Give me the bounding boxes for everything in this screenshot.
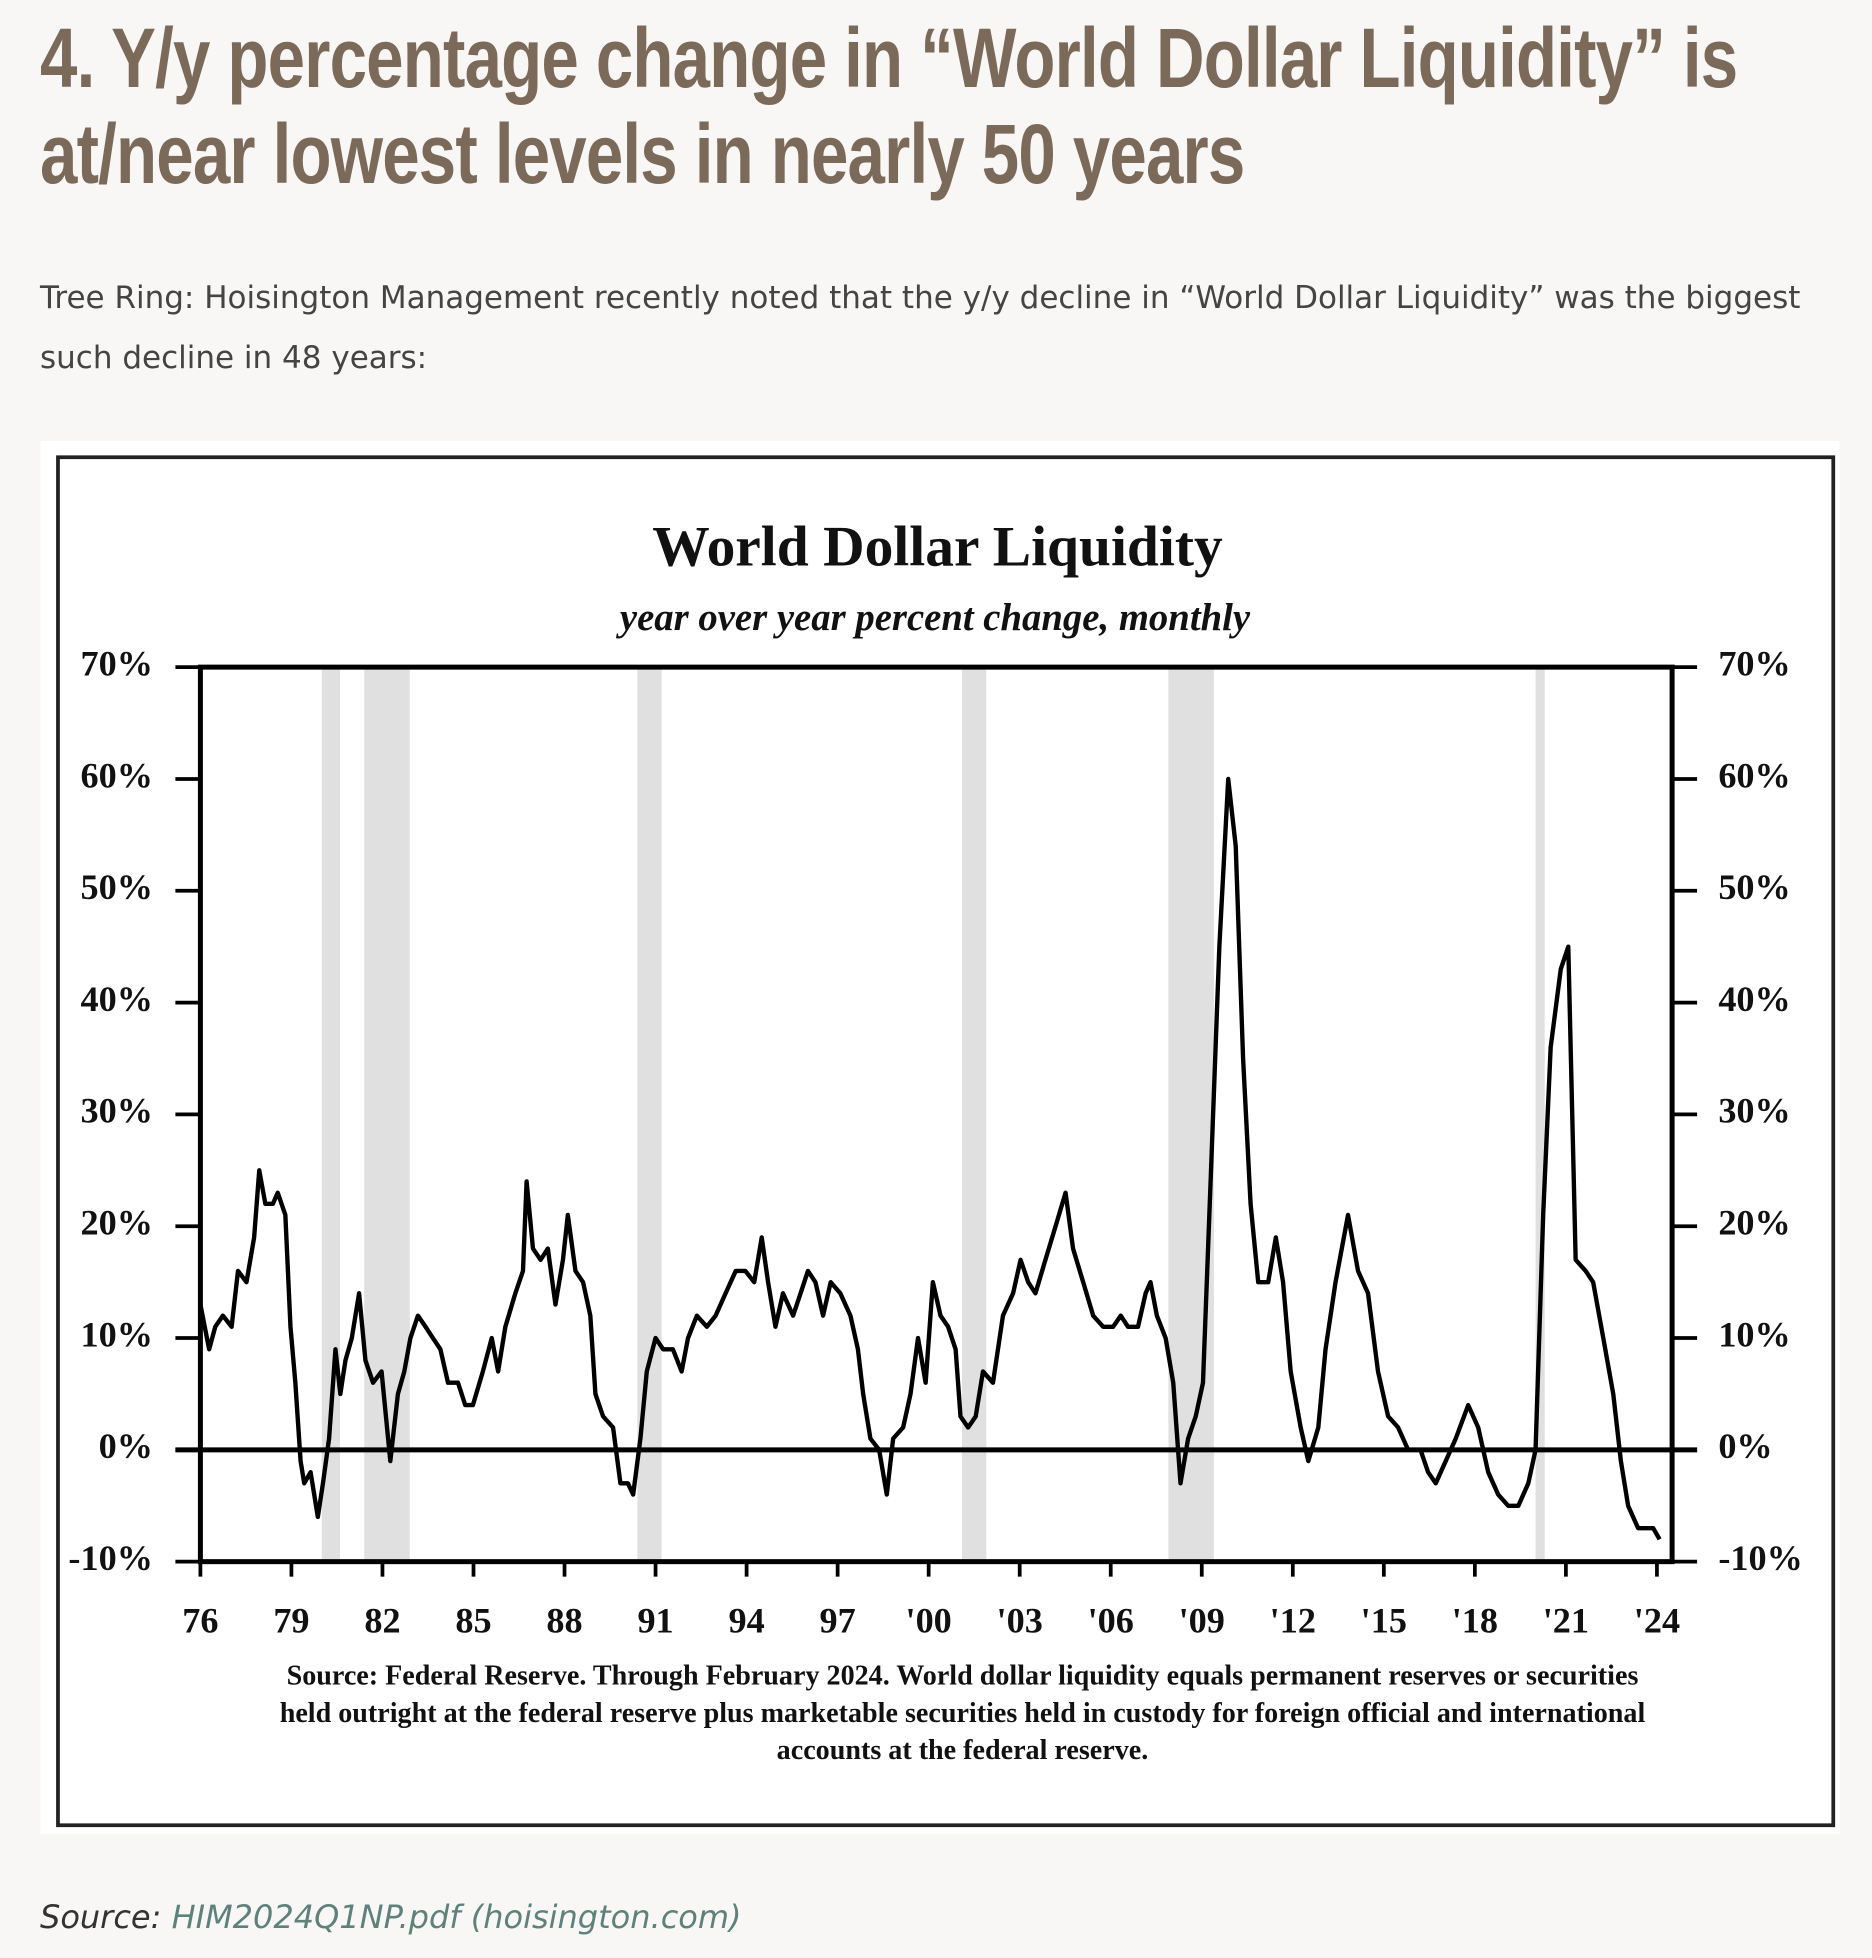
y-tick-label: 30%	[80, 1091, 152, 1131]
x-tick-label: 76	[182, 1600, 218, 1640]
y-tick-label: 10%	[80, 1314, 152, 1354]
heading-wrap: 4. Y/y percentage change in “World Dolla…	[40, 10, 1872, 220]
y-tick-label: 70%	[80, 643, 152, 683]
y-tick-label: 0%	[99, 1426, 153, 1466]
y2-tick-label: 0%	[1718, 1426, 1772, 1466]
x-tick-label: '15	[1361, 1600, 1407, 1640]
x-tick-label: 79	[273, 1600, 309, 1640]
chart-frame	[56, 455, 1836, 1828]
y-tick-label: 40%	[80, 979, 152, 1019]
x-tick-label: '12	[1270, 1600, 1316, 1640]
x-tick-label: 97	[820, 1600, 856, 1640]
x-tick-label: 85	[455, 1600, 491, 1640]
intro-text: Tree Ring: Hoisington Management recentl…	[40, 280, 1801, 376]
y-tick-label: -10%	[68, 1538, 152, 1578]
chart-note: held outright at the federal reserve plu…	[280, 1698, 1646, 1729]
plot-frame	[197, 664, 1675, 1565]
x-tick-label: 94	[728, 1600, 764, 1640]
x-tick-label: '06	[1088, 1600, 1134, 1640]
chart-title: World Dollar Liquidity	[652, 515, 1223, 578]
y2-tick-label: 50%	[1718, 867, 1790, 907]
y2-tick-label: 30%	[1718, 1091, 1790, 1131]
source-link[interactable]: HIM2024Q1NP.pdf (hoisington.com)	[171, 1898, 742, 1936]
y-tick-label: 60%	[80, 755, 152, 795]
chart-note: accounts at the federal reserve.	[777, 1735, 1149, 1766]
y2-tick-label: 20%	[1718, 1203, 1790, 1243]
y2-tick-label: -10%	[1718, 1538, 1803, 1578]
x-tick-label: '09	[1179, 1600, 1225, 1640]
y-tick-label: 50%	[80, 867, 152, 907]
plot: -10% 0% 10% 20% 30% 40% 50% 60% 70% -10% 0% 10% 20% 3…	[68, 643, 1802, 1766]
source-label: Source:	[40, 1898, 162, 1936]
y-tick-label: 20%	[80, 1203, 152, 1243]
article-heading: 4. Y/y percentage change in “World Dolla…	[40, 11, 1738, 201]
y2-tick-label: 10%	[1718, 1314, 1790, 1354]
x-tick-label: 82	[364, 1600, 400, 1640]
data-line	[198, 776, 1662, 1541]
y2-tick-label: 40%	[1718, 979, 1790, 1019]
y2-tick-label: 70%	[1718, 643, 1790, 683]
recession-band	[321, 667, 340, 1562]
x-tick-label: '03	[997, 1600, 1043, 1640]
recession-band	[1535, 667, 1545, 1562]
source-line: Source: HIM2024Q1NP.pdf (hoisington.com)	[40, 1898, 742, 1936]
x-tick-label: 91	[637, 1600, 673, 1640]
chart-note: Source: Federal Reserve. Through Februar…	[287, 1660, 1639, 1691]
y2-tick-label: 60%	[1718, 755, 1790, 795]
x-tick-label: '00	[906, 1600, 952, 1640]
x-tick-label: '21	[1543, 1600, 1589, 1640]
chart-subtitle: year over year percent change, monthly	[616, 596, 1251, 639]
x-tick-label: '18	[1452, 1600, 1498, 1640]
x-tick-label: '24	[1634, 1600, 1680, 1640]
x-tick-label: 88	[546, 1600, 582, 1640]
chart: World Dollar Liquidity year over year pe…	[40, 441, 1840, 1834]
